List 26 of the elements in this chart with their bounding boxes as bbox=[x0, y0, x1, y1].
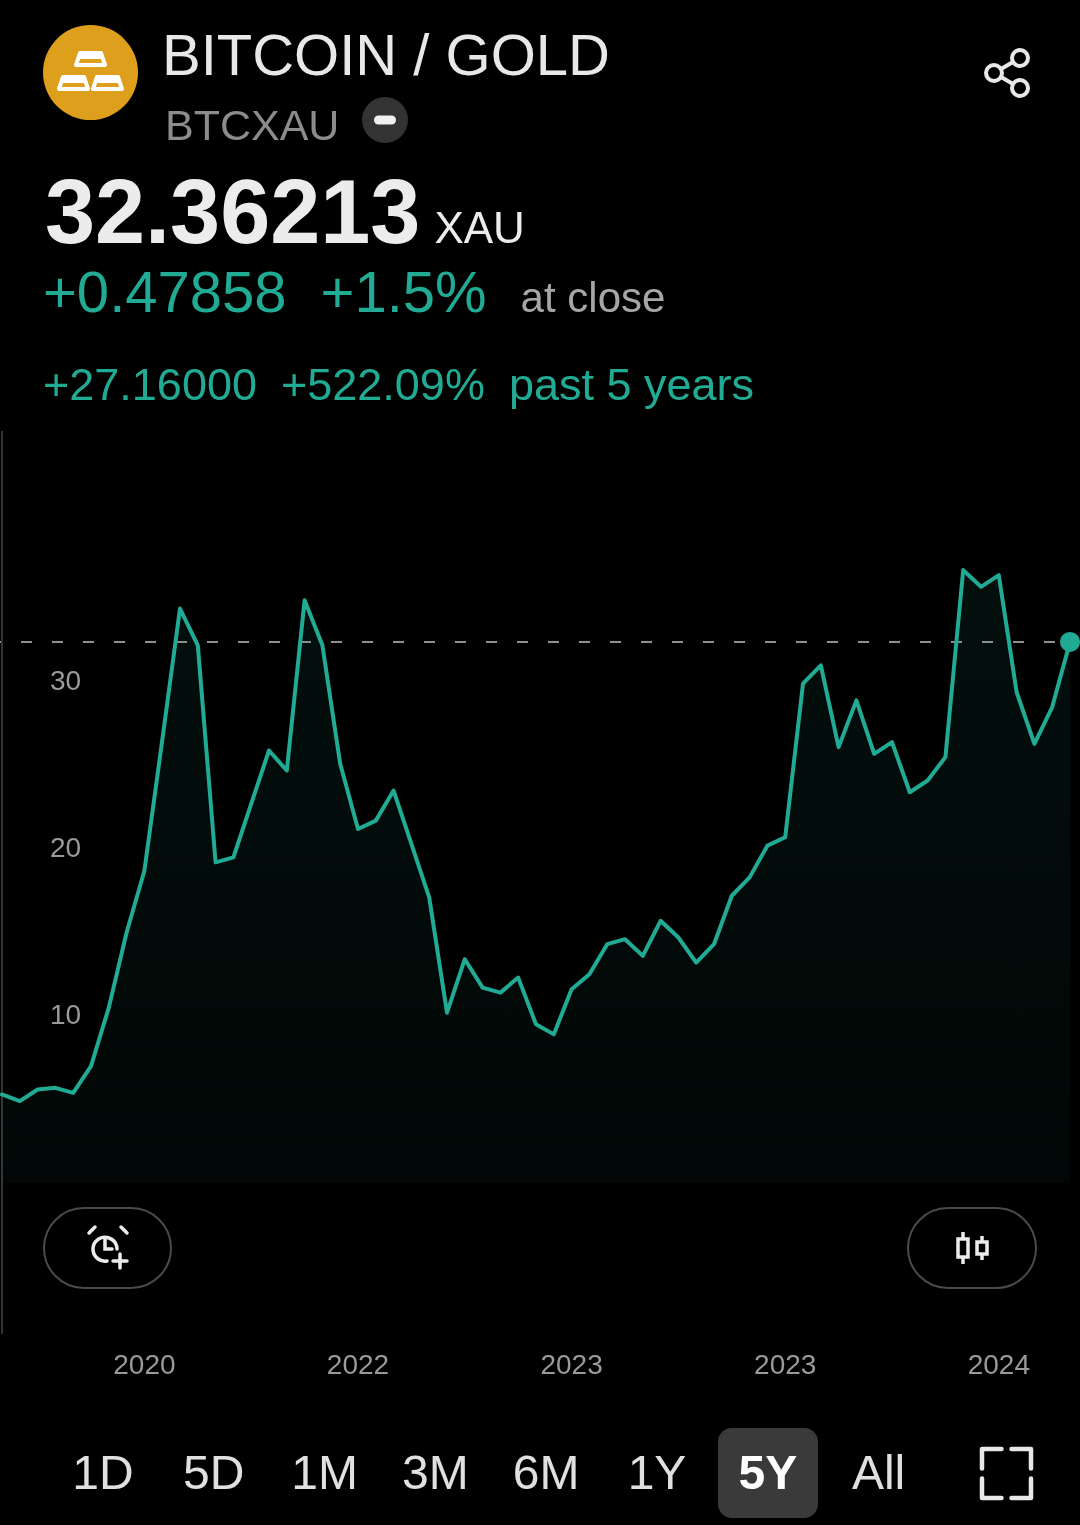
text: +0.47858 bbox=[43, 259, 287, 324]
chart-title: BITCOIN / GOLD bbox=[162, 22, 610, 87]
x-tick-label: 2023 bbox=[540, 1348, 603, 1380]
y-tick-label: 20 bbox=[50, 831, 82, 863]
text: past 5 years bbox=[508, 359, 755, 410]
text: 5Y bbox=[717, 1428, 818, 1518]
x-tick-label: 2020 bbox=[113, 1348, 176, 1380]
text: 5D bbox=[183, 1446, 245, 1499]
text: 1Y bbox=[627, 1446, 687, 1499]
text: 1M bbox=[291, 1446, 358, 1499]
chart-subtitle: BTCXAU bbox=[165, 101, 340, 149]
text: All bbox=[851, 1446, 906, 1499]
text: +522.09% bbox=[280, 359, 485, 410]
x-tick-label: 2023 bbox=[754, 1348, 817, 1380]
text: +1.5% bbox=[320, 259, 487, 324]
text: at close bbox=[520, 274, 666, 321]
y-tick-label: 10 bbox=[50, 998, 82, 1030]
x-tick-label: 2022 bbox=[326, 1348, 390, 1380]
text: 1D bbox=[72, 1446, 134, 1499]
text: XAU bbox=[434, 203, 525, 252]
text: 32.36213 bbox=[45, 162, 421, 262]
text: 6M bbox=[512, 1446, 580, 1499]
y-tick-label: 30 bbox=[50, 664, 82, 696]
text: +27.16000 bbox=[43, 359, 257, 410]
text: 3M bbox=[402, 1446, 469, 1499]
x-tick-label: 2024 bbox=[967, 1348, 1030, 1380]
